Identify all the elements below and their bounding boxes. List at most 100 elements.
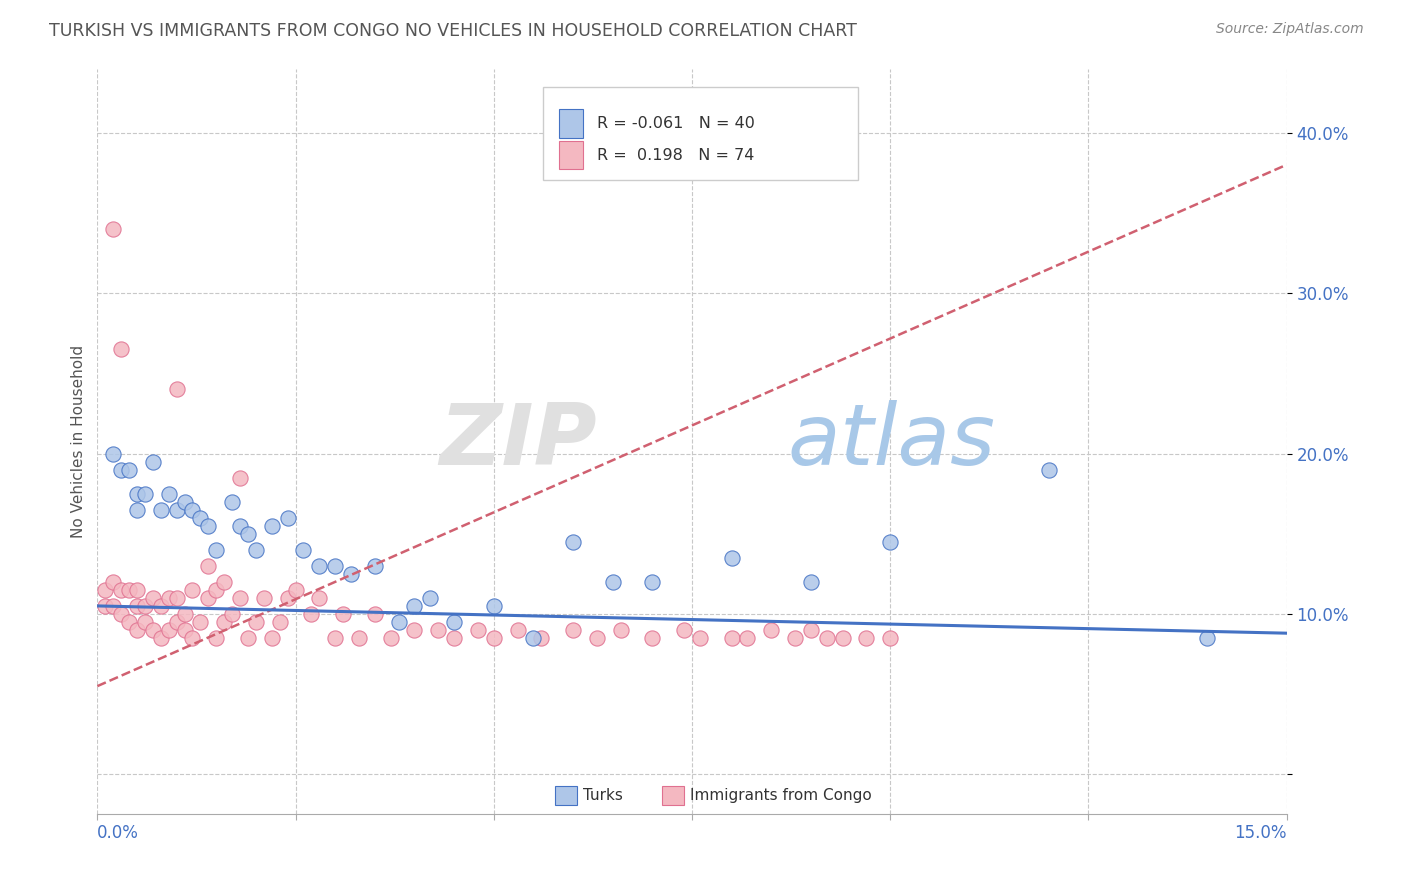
Point <box>103 574 125 589</box>
Point <box>562 534 585 549</box>
Point <box>277 510 299 524</box>
Point <box>229 470 252 484</box>
Point <box>118 615 141 629</box>
Point <box>173 494 195 508</box>
Point <box>530 631 553 645</box>
Point <box>388 615 411 629</box>
Point <box>404 599 426 613</box>
Text: Source: ZipAtlas.com: Source: ZipAtlas.com <box>1216 22 1364 37</box>
Point <box>221 494 243 508</box>
Point <box>879 631 901 645</box>
Point <box>110 607 132 621</box>
Point <box>609 623 631 637</box>
Bar <box>558 141 582 169</box>
Point <box>236 526 259 541</box>
Point <box>190 615 212 629</box>
Point <box>166 591 188 605</box>
Point <box>443 615 465 629</box>
Point <box>323 558 346 573</box>
Point <box>562 623 585 637</box>
Point <box>720 550 742 565</box>
Point <box>94 599 117 613</box>
Point <box>236 631 259 645</box>
Point <box>181 582 204 597</box>
Point <box>229 518 252 533</box>
Text: atlas: atlas <box>787 400 995 483</box>
Point <box>221 607 243 621</box>
Point <box>467 623 489 637</box>
Point <box>720 631 742 645</box>
Point <box>260 631 283 645</box>
Point <box>103 599 125 613</box>
Point <box>299 607 322 621</box>
Point <box>103 446 125 460</box>
Point <box>308 591 330 605</box>
Point <box>134 615 156 629</box>
Point <box>673 623 696 637</box>
Point <box>245 615 267 629</box>
Point <box>118 582 141 597</box>
Point <box>522 631 544 645</box>
Point <box>110 343 132 357</box>
Point <box>364 558 387 573</box>
Point <box>482 631 505 645</box>
Point <box>347 631 370 645</box>
Point <box>641 631 664 645</box>
Point <box>205 631 228 645</box>
Bar <box>558 110 582 137</box>
Point <box>585 631 607 645</box>
Point <box>125 599 148 613</box>
Point <box>149 631 172 645</box>
Point <box>197 518 219 533</box>
Point <box>125 502 148 516</box>
Point <box>879 534 901 549</box>
Text: 15.0%: 15.0% <box>1234 824 1286 842</box>
Point <box>364 607 387 621</box>
Point <box>110 462 132 476</box>
Point <box>157 623 180 637</box>
Point <box>166 615 188 629</box>
Point <box>737 631 759 645</box>
Point <box>149 599 172 613</box>
Point <box>134 486 156 500</box>
Point <box>94 582 117 597</box>
Point <box>800 623 823 637</box>
Point <box>427 623 450 637</box>
Point <box>761 623 783 637</box>
Point <box>419 591 441 605</box>
Text: R = -0.061   N = 40: R = -0.061 N = 40 <box>596 116 755 131</box>
Point <box>134 599 156 613</box>
Point <box>157 486 180 500</box>
Point <box>142 454 165 468</box>
Point <box>783 631 806 645</box>
Text: Turks: Turks <box>582 789 623 804</box>
Point <box>815 631 838 645</box>
Point <box>125 623 148 637</box>
Point <box>125 486 148 500</box>
Point <box>831 631 853 645</box>
Point <box>166 502 188 516</box>
Point <box>181 502 204 516</box>
Point <box>197 591 219 605</box>
Point <box>855 631 877 645</box>
Text: Immigrants from Congo: Immigrants from Congo <box>689 789 872 804</box>
Point <box>443 631 465 645</box>
Point <box>1197 631 1219 645</box>
Point <box>245 542 267 557</box>
Point <box>269 615 291 629</box>
Point <box>142 591 165 605</box>
Point <box>404 623 426 637</box>
Point <box>118 462 141 476</box>
Point <box>506 623 529 637</box>
Bar <box>555 786 576 805</box>
Point <box>205 542 228 557</box>
Point <box>689 631 711 645</box>
Point <box>125 582 148 597</box>
Point <box>340 566 363 581</box>
Point <box>157 591 180 605</box>
Point <box>1038 462 1060 476</box>
Point <box>212 574 235 589</box>
Point <box>173 607 195 621</box>
Y-axis label: No Vehicles in Household: No Vehicles in Household <box>72 345 86 538</box>
Text: R =  0.198   N = 74: R = 0.198 N = 74 <box>596 148 754 162</box>
